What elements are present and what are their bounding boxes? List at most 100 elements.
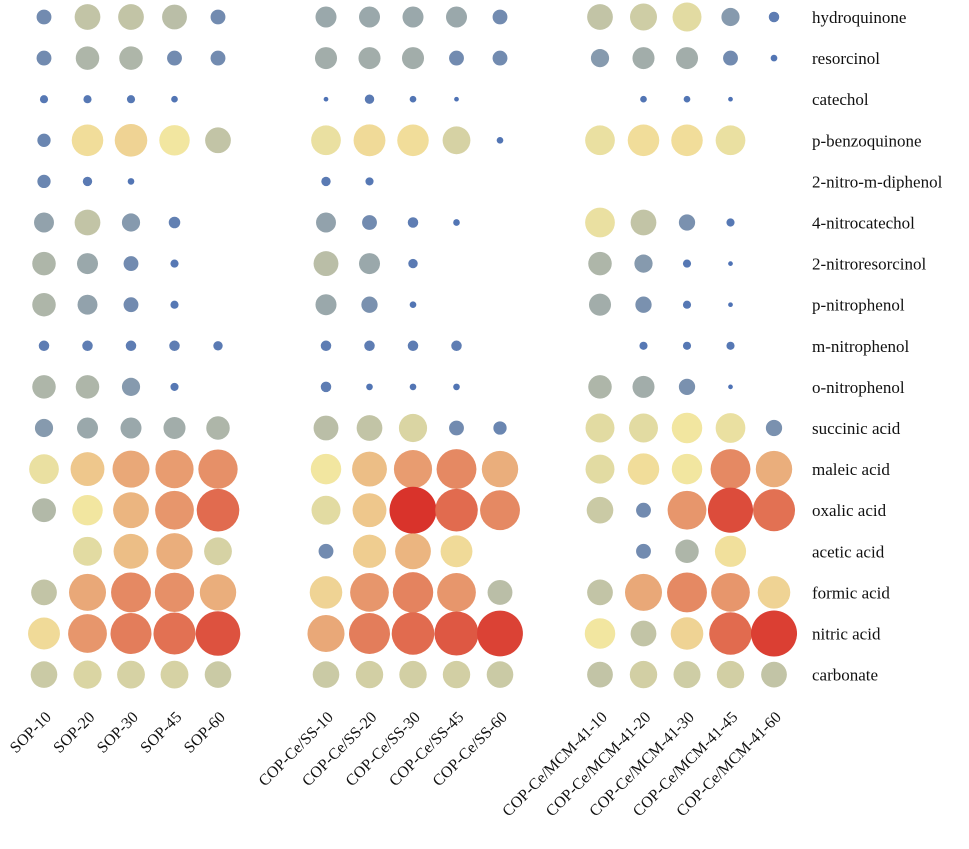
- bubble-cop-ce-ss-60-oxalic-acid: [480, 490, 520, 531]
- bubble-cop-ce-ss-10-2-nitro-m-diphenol: [321, 176, 331, 187]
- bubble-cop-ce-mcm-41-30-oxalic-acid: [667, 490, 707, 530]
- bubble-cop-ce-ss-10-4-nitrocatechol: [316, 212, 336, 233]
- bubble-cop-ce-ss-10-resorcinol: [314, 47, 338, 70]
- bubble-cop-ce-mcm-41-30-acetic-acid: [675, 539, 699, 564]
- bubble-sop-20-carbonate: [73, 660, 102, 689]
- bubble-sop-60-carbonate: [204, 661, 232, 688]
- bubble-cop-ce-ss-45-catechol: [454, 96, 459, 102]
- row-label-p-benzoquinone: p-benzoquinone: [812, 131, 922, 150]
- bubble-sop-30-oxalic-acid: [113, 492, 149, 529]
- bubble-sop-30-m-nitrophenol: [125, 340, 137, 352]
- bubble-cop-ce-mcm-41-60-maleic-acid: [755, 450, 793, 488]
- bubble-sop-10-catechol: [39, 95, 49, 104]
- bubble-sop-20-resorcinol: [75, 46, 100, 70]
- bubble-sop-45-p-benzoquinone: [159, 125, 190, 156]
- bubble-cop-ce-ss-30-acetic-acid: [395, 533, 431, 570]
- bubble-sop-20-hydroquinone: [74, 4, 101, 30]
- bubble-cop-ce-ss-45-resorcinol: [449, 50, 464, 66]
- row-label-catechol: catechol: [812, 90, 869, 109]
- bubble-cop-ce-ss-45-maleic-acid: [436, 449, 477, 490]
- bubble-cop-ce-ss-10-2-nitroresorcinol: [313, 251, 339, 277]
- bubble-cop-ce-mcm-41-10-oxalic-acid: [586, 496, 614, 524]
- bubble-cop-ce-ss-20-2-nitroresorcinol: [358, 253, 381, 275]
- column-label-sop-10: SOP-10: [7, 709, 55, 757]
- bubble-cop-ce-mcm-41-45-hydroquinone: [721, 7, 740, 27]
- bubble-sop-10-m-nitrophenol: [38, 340, 50, 352]
- bubble-sop-30-4-nitrocatechol: [121, 213, 141, 232]
- bubble-cop-ce-mcm-41-20-2-nitroresorcinol: [634, 254, 653, 273]
- bubble-cop-ce-ss-20-o-nitrophenol: [366, 383, 373, 391]
- bubble-cop-ce-ss-10-succinic-acid: [313, 415, 339, 441]
- bubble-cop-ce-mcm-41-10-p-nitrophenol: [588, 293, 612, 316]
- bubble-cop-ce-mcm-41-45-acetic-acid: [714, 535, 747, 567]
- bubble-cop-ce-mcm-41-10-resorcinol: [590, 48, 610, 68]
- bubble-sop-45-catechol: [171, 95, 178, 103]
- bubble-sop-10-4-nitrocatechol: [34, 212, 54, 233]
- bubble-sop-45-nitric-acid: [153, 612, 196, 655]
- bubble-cop-ce-mcm-41-30-nitric-acid: [670, 617, 704, 650]
- bubble-cop-ce-mcm-41-60-nitric-acid: [750, 610, 798, 657]
- bubble-cop-ce-ss-30-succinic-acid: [398, 413, 428, 443]
- bubble-cop-ce-ss-45-p-benzoquinone: [442, 126, 471, 155]
- bubble-sop-30-resorcinol: [119, 46, 143, 70]
- bubble-cop-ce-mcm-41-30-p-benzoquinone: [671, 124, 703, 157]
- bubble-cop-ce-ss-20-acetic-acid: [352, 534, 387, 568]
- bubble-sop-10-hydroquinone: [36, 9, 52, 25]
- bubble-cop-ce-mcm-41-30-2-nitroresorcinol: [682, 259, 692, 268]
- bubble-sop-20-formic-acid: [68, 573, 107, 611]
- bubble-cop-ce-ss-10-p-benzoquinone: [311, 125, 341, 156]
- bubble-cop-ce-mcm-41-20-4-nitrocatechol: [630, 209, 657, 236]
- bubble-cop-ce-ss-10-hydroquinone: [315, 6, 337, 28]
- bubble-sop-30-nitric-acid: [110, 613, 152, 654]
- row-label-hydroquinone: hydroquinone: [812, 8, 906, 27]
- row-label-maleic-acid: maleic acid: [812, 460, 890, 479]
- bubble-cop-ce-ss-20-nitric-acid: [349, 613, 390, 654]
- bubble-sop-10-2-nitroresorcinol: [32, 251, 56, 276]
- bubble-cop-ce-ss-20-p-nitrophenol: [361, 296, 378, 313]
- bubble-cop-ce-ss-45-o-nitrophenol: [453, 383, 460, 391]
- row-label-succinic-acid: succinic acid: [812, 419, 901, 438]
- bubble-cop-ce-mcm-41-30-o-nitrophenol: [678, 378, 696, 396]
- row-label-2-nitroresorcinol: 2-nitroresorcinol: [812, 255, 927, 274]
- bubble-cop-ce-mcm-41-60-resorcinol: [770, 54, 778, 62]
- bubble-cop-ce-ss-20-catechol: [364, 94, 375, 104]
- row-label-layer: hydroquinone resorcinol catechol p-benzoqui…: [812, 8, 943, 685]
- bubble-sop-20-2-nitro-m-diphenol: [82, 176, 93, 187]
- bubble-cop-ce-ss-20-m-nitrophenol: [364, 340, 375, 352]
- bubble-cop-ce-mcm-41-30-catechol: [683, 95, 691, 103]
- column-label-sop-45: SOP-45: [137, 709, 185, 757]
- bubble-cop-ce-mcm-41-20-carbonate: [629, 660, 658, 689]
- bubble-cop-ce-ss-30-p-benzoquinone: [397, 124, 429, 157]
- bubble-cop-ce-mcm-41-30-resorcinol: [675, 47, 699, 70]
- bubble-cop-ce-ss-45-carbonate: [442, 660, 471, 689]
- bubble-cop-ce-ss-20-maleic-acid: [352, 451, 387, 487]
- bubble-cop-ce-mcm-41-10-hydroquinone: [587, 4, 613, 30]
- bubble-cop-ce-ss-30-hydroquinone: [402, 6, 424, 28]
- bubble-sop-10-p-benzoquinone: [37, 133, 51, 147]
- row-label-4-nitrocatechol: 4-nitrocatechol: [812, 214, 915, 233]
- bubble-cop-ce-mcm-41-30-formic-acid: [667, 572, 707, 613]
- bubble-cop-ce-ss-10-maleic-acid: [310, 453, 342, 485]
- bubble-sop-20-m-nitrophenol: [82, 340, 93, 352]
- bubble-sop-60-m-nitrophenol: [213, 341, 223, 351]
- bubble-cop-ce-mcm-41-60-succinic-acid: [765, 419, 783, 437]
- bubble-cop-ce-ss-20-resorcinol: [358, 47, 381, 70]
- bubble-sop-45-acetic-acid: [156, 533, 193, 570]
- row-label-o-nitrophenol: o-nitrophenol: [812, 378, 905, 397]
- bubble-cop-ce-ss-45-hydroquinone: [445, 6, 468, 28]
- bubble-cop-ce-mcm-41-45-2-nitroresorcinol: [728, 261, 733, 266]
- row-label-2-nitro-m-diphenol: 2-nitro-m-diphenol: [812, 172, 943, 191]
- bubble-cop-ce-ss-30-nitric-acid: [391, 612, 435, 655]
- bubble-sop-20-acetic-acid: [73, 536, 102, 566]
- bubble-cop-ce-mcm-41-20-nitric-acid: [630, 620, 657, 647]
- bubble-cop-ce-ss-60-nitric-acid: [477, 610, 523, 657]
- bubble-sop-20-2-nitroresorcinol: [76, 253, 99, 275]
- bubble-cop-ce-mcm-41-30-succinic-acid: [671, 412, 703, 444]
- bubble-sop-20-p-benzoquinone: [71, 124, 104, 157]
- bubble-sop-20-succinic-acid: [76, 417, 99, 439]
- bubble-sop-60-nitric-acid: [195, 611, 241, 656]
- bubble-cop-ce-mcm-41-10-succinic-acid: [585, 413, 615, 443]
- row-label-m-nitrophenol: m-nitrophenol: [812, 337, 910, 356]
- bubble-cop-ce-mcm-41-45-carbonate: [716, 660, 745, 689]
